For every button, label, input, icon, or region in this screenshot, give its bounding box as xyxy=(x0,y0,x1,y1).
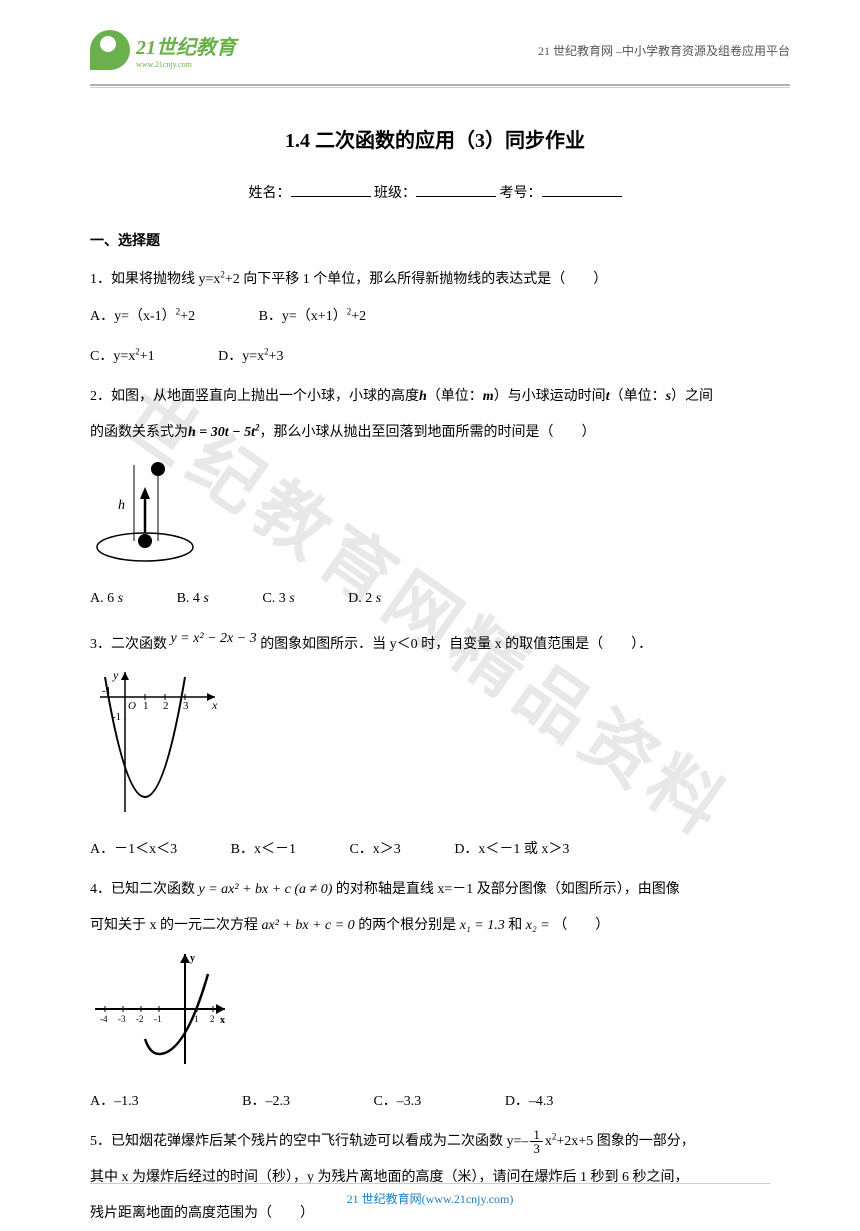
q2-diagram: h xyxy=(90,455,780,578)
class-blank[interactable] xyxy=(416,183,496,197)
q4-x1: x₁ = 1.3 xyxy=(460,918,505,933)
student-info-line: 姓名： 班级： 考号： xyxy=(90,178,780,210)
page-footer: 21 世纪教育网(www.21cnjy.com) xyxy=(0,1183,860,1207)
q1-opt-b: B．y=（x+1）2+2 xyxy=(259,301,367,333)
svg-text:x: x xyxy=(211,698,218,712)
q2-um: （单位： xyxy=(427,389,483,404)
q2-text-a: 2．如图，从地面竖直向上抛出一个小球，小球的高度 xyxy=(90,389,419,404)
q3-opt-a: A．－1＜x＜3 xyxy=(90,834,177,866)
exam-label: 考号： xyxy=(500,186,542,201)
svg-text:2: 2 xyxy=(163,700,169,712)
question-3: 3．二次函数 y = x² − 2x − 3 的图象如图所示．当 y＜0 时，自… xyxy=(90,623,780,661)
q2-tb: ）与小球运动时间 xyxy=(494,389,606,404)
q3-chart: x y O -1 1 2 3 -1 xyxy=(90,667,780,830)
q4-options: A．–1.3 B．–2.3 C．–3.3 D．–4.3 xyxy=(90,1086,780,1118)
q5-frac: 13 xyxy=(530,1128,543,1155)
class-label: 班级： xyxy=(374,186,416,201)
svg-text:x: x xyxy=(220,1015,225,1026)
q4-and: 和 xyxy=(508,918,522,933)
q2-opt-a: A. 6 s xyxy=(90,583,123,615)
svg-text:-1: -1 xyxy=(154,1014,162,1024)
q1-text-a: 1．如果将抛物线 y=x xyxy=(90,272,220,287)
question-2-line2: 的函数关系式为h = 30t − 5t2，那么小球从抛出至回落到地面所需的时间是… xyxy=(90,417,780,449)
q2-opt-d: D. 2 s xyxy=(348,583,381,615)
q3-options: A．－1＜x＜3 B．x＜－1 C．x＞3 D．x＜－1 或 x＞3 xyxy=(90,834,780,866)
q2-td: 的函数关系式为 xyxy=(90,425,188,440)
svg-text:2: 2 xyxy=(210,1014,215,1024)
q4-formula2: ax² + bx + c = 0 xyxy=(262,918,355,933)
q2-tc: ）之间 xyxy=(671,389,713,404)
exam-blank[interactable] xyxy=(542,183,622,197)
q1-options-row2: C．y=x2+1 D．y=x2+3 xyxy=(90,341,780,373)
q3-parabola-svg: x y O -1 1 2 3 -1 xyxy=(90,667,220,817)
q4-opt-a: A．–1.3 xyxy=(90,1086,139,1118)
svg-text:1: 1 xyxy=(143,700,149,712)
logo-text-cn: 21世纪教育 xyxy=(136,37,236,59)
logo: 21世纪教育 www.21cnjy.com xyxy=(90,30,236,70)
page-header: 21世纪教育 www.21cnjy.com 21 世纪教育网 –中小学教育资源及… xyxy=(0,0,860,80)
q3-tb: 的图象如图所示．当 y＜0 时，自变量 x 的取值范围是（ ）． xyxy=(260,637,652,652)
q2-h: h xyxy=(419,389,427,404)
question-5: 5．已知烟花弹爆炸后某个残片的空中飞行轨迹可以看成为二次函数 y=–13x2+2… xyxy=(90,1126,780,1158)
q1-opt-a: A．y=（x-1）2+2 xyxy=(90,301,195,333)
footer-divider xyxy=(90,1183,770,1184)
q4-opt-c: C．–3.3 xyxy=(373,1086,421,1118)
footer-text: 21 世纪教育网(www.21cnjy.com) xyxy=(347,1192,514,1206)
svg-text:h: h xyxy=(118,498,125,513)
q3-ta: 3．二次函数 xyxy=(90,637,167,652)
question-4-line2: 可知关于 x 的一元二次方程 ax² + bx + c = 0 的两个根分别是 … xyxy=(90,910,780,942)
question-1: 1．如果将抛物线 y=x2+2 向下平移 1 个单位，那么所得新抛物线的表达式是… xyxy=(90,264,780,296)
svg-text:y: y xyxy=(112,668,119,682)
svg-text:3: 3 xyxy=(183,700,189,712)
q4-td: 的两个根分别是 xyxy=(358,918,456,933)
q2-te: ，那么小球从抛出至回落到地面所需的时间是（ ） xyxy=(260,425,596,440)
section-heading: 一、选择题 xyxy=(90,226,780,258)
svg-text:-3: -3 xyxy=(118,1014,126,1024)
question-4: 4．已知二次函数 y = ax² + bx + c (a ≠ 0) 的对称轴是直… xyxy=(90,874,780,906)
q4-chart: x y -4 -3 -2 -1 1 2 xyxy=(90,949,780,1082)
ball-diagram-svg: h xyxy=(90,455,200,565)
svg-text:-4: -4 xyxy=(100,1014,108,1024)
q2-opt-b: B. 4 s xyxy=(177,583,209,615)
q2-formula: h = 30t − 5t2 xyxy=(188,425,260,440)
q4-tb: 的对称轴是直线 x=－1 及部分图像（如图所示），由图像 xyxy=(336,882,680,897)
q5-tc: +2x+5 图象的一部分， xyxy=(556,1134,694,1149)
q4-opt-d: D．–4.3 xyxy=(505,1086,554,1118)
question-2: 2．如图，从地面竖直向上抛出一个小球，小球的高度h（单位：m）与小球运动时间t（… xyxy=(90,381,780,413)
logo-text-en: www.21cnjy.com xyxy=(136,60,236,69)
q5-ta: 5．已知烟花弹爆炸后某个残片的空中飞行轨迹可以看成为二次函数 y=– xyxy=(90,1134,528,1149)
page-title: 1.4 二次函数的应用（3）同步作业 xyxy=(90,118,780,164)
q2-opt-c: C. 3 s xyxy=(262,583,294,615)
q4-x2: x₂ = xyxy=(526,918,550,933)
q4-paren: （ ） xyxy=(553,918,609,933)
name-blank[interactable] xyxy=(291,183,371,197)
q3-formula: y = x² − 2x − 3 xyxy=(171,631,257,646)
q4-tc: 可知关于 x 的一元二次方程 xyxy=(90,918,258,933)
q4-opt-b: B．–2.3 xyxy=(242,1086,290,1118)
q3-opt-d: D．x＜－1 或 x＞3 xyxy=(454,834,569,866)
q2-options: A. 6 s B. 4 s C. 3 s D. 2 s xyxy=(90,583,780,615)
q3-opt-c: C．x＞3 xyxy=(349,834,400,866)
page-body: 1.4 二次函数的应用（3）同步作业 姓名： 班级： 考号： 一、选择题 1．如… xyxy=(0,88,860,1231)
svg-text:-2: -2 xyxy=(136,1014,144,1024)
svg-text:y: y xyxy=(190,953,195,964)
svg-text:O: O xyxy=(128,700,136,712)
q2-m: m xyxy=(483,389,494,404)
q1-opt-d: D．y=x2+3 xyxy=(218,341,283,373)
name-label: 姓名： xyxy=(249,186,291,201)
q1-opt-c: C．y=x2+1 xyxy=(90,341,155,373)
q5-tb: x xyxy=(545,1134,552,1149)
q1-text-b: +2 向下平移 1 个单位，那么所得新抛物线的表达式是（ ） xyxy=(225,272,607,287)
logo-icon xyxy=(90,30,130,70)
q4-ta: 4．已知二次函数 xyxy=(90,882,195,897)
q4-formula1: y = ax² + bx + c (a ≠ 0) xyxy=(199,882,333,897)
header-right-text: 21 世纪教育网 –中小学教育资源及组卷应用平台 xyxy=(538,42,790,59)
q3-opt-b: B．x＜－1 xyxy=(231,834,296,866)
q1-options-row1: A．y=（x-1）2+2 B．y=（x+1）2+2 xyxy=(90,301,780,333)
q2-us: （单位： xyxy=(610,389,666,404)
q4-parabola-svg: x y -4 -3 -2 -1 1 2 xyxy=(90,949,230,1069)
